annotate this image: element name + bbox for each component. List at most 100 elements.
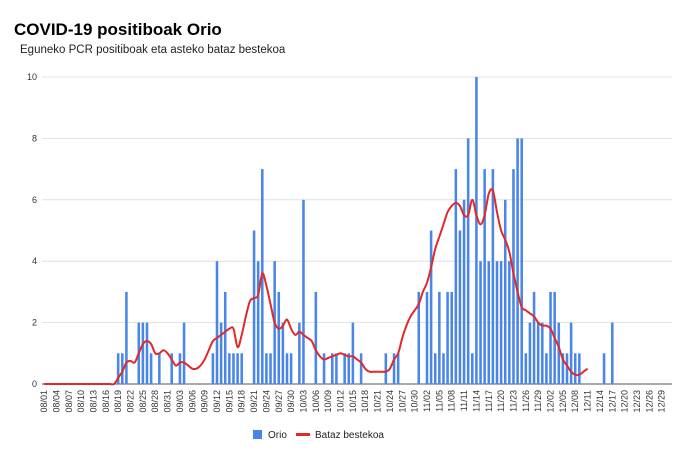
x-tick-label: 08/10 <box>76 390 86 413</box>
x-tick-label: 09/06 <box>187 390 197 413</box>
x-tick-label: 12/20 <box>620 390 630 413</box>
x-tick-label: 08/16 <box>101 390 111 413</box>
bar <box>565 353 569 384</box>
bar <box>569 322 573 384</box>
bar <box>532 291 536 384</box>
legend-label-bataz-bestekoa: Bataz bestekoa <box>315 430 384 441</box>
x-tick-label: 09/09 <box>200 390 210 413</box>
bar <box>125 291 128 384</box>
x-tick-label: 10/30 <box>410 390 420 413</box>
y-tick-label: 6 <box>32 195 37 205</box>
x-tick-label: 09/03 <box>175 390 185 413</box>
x-tick-label: 09/15 <box>224 390 234 413</box>
x-tick-label: 10/12 <box>336 390 346 413</box>
bar <box>121 353 124 384</box>
bar <box>578 353 581 384</box>
line-series <box>44 188 589 386</box>
bar <box>454 169 458 384</box>
bar <box>487 261 491 384</box>
x-tick-label: 10/27 <box>397 390 407 413</box>
x-tick-label: 12/29 <box>657 390 667 413</box>
x-tick-label: 08/22 <box>126 390 136 413</box>
x-tick-label: 12/05 <box>558 390 568 413</box>
x-tick-label: 08/13 <box>88 390 98 413</box>
bar <box>396 353 400 384</box>
y-tick-label: 10 <box>27 72 37 82</box>
bar <box>433 353 437 384</box>
bar <box>602 353 606 384</box>
bar <box>149 353 153 384</box>
bar <box>508 261 511 384</box>
bar <box>347 353 351 384</box>
bar <box>331 353 334 384</box>
x-tick-label: 12/26 <box>644 390 654 413</box>
x-tick-label: 11/26 <box>521 390 531 412</box>
y-tick-label: 4 <box>32 256 37 266</box>
bar <box>491 169 495 384</box>
bar <box>425 291 429 384</box>
x-tick-label: 11/05 <box>434 390 444 412</box>
bar <box>545 353 548 384</box>
x-tick-label: 11/23 <box>508 390 518 412</box>
y-tick-label: 2 <box>32 318 37 328</box>
bar <box>516 138 519 384</box>
bar <box>499 261 503 384</box>
legend-swatch-bataz-bestekoa <box>296 433 310 436</box>
x-tick-label: 12/23 <box>632 390 642 413</box>
bar <box>269 353 272 384</box>
y-tick-label: 0 <box>32 379 37 389</box>
x-tick-label: 08/31 <box>163 390 173 413</box>
x-tick-label: 08/25 <box>138 390 148 413</box>
bar <box>351 322 355 384</box>
x-tick-label: 11/14 <box>471 390 481 412</box>
x-tick-label: 09/18 <box>237 390 247 413</box>
bar <box>215 261 219 384</box>
bar <box>446 291 449 384</box>
bar <box>466 138 470 384</box>
bar <box>211 353 215 384</box>
bar <box>182 322 186 384</box>
x-tick-label: 10/15 <box>348 390 358 413</box>
x-tick-label: 12/14 <box>595 390 605 413</box>
x-tick-label: 11/29 <box>533 390 543 412</box>
bar <box>483 169 486 384</box>
x-tick-label: 11/02 <box>422 390 432 412</box>
bar <box>479 261 482 384</box>
bar <box>417 291 421 384</box>
x-tick-label: 10/06 <box>311 390 321 413</box>
bar <box>322 353 326 384</box>
x-tick-label: 10/24 <box>385 390 395 413</box>
bar <box>503 199 507 384</box>
bar <box>520 138 523 384</box>
bar <box>285 353 289 384</box>
bar <box>116 353 120 384</box>
bar <box>524 353 528 384</box>
x-tick-label: 11/20 <box>496 390 506 412</box>
bar <box>232 353 235 384</box>
chart-subtitle: Eguneko PCR positiboak eta asteko bataz … <box>20 44 286 56</box>
x-tick-label: 08/01 <box>39 390 49 413</box>
y-tick-label: 8 <box>32 133 37 143</box>
bar <box>236 353 239 384</box>
x-tick-label: 08/19 <box>113 390 123 413</box>
chart-title: COVID-19 positiboak Orio <box>14 20 222 39</box>
bar <box>392 353 396 384</box>
bar <box>170 353 173 384</box>
x-axis: 08/01 08/04 08/07 08/10 08/13 08/16 08/19 08/22… <box>39 390 667 413</box>
bar <box>528 322 532 384</box>
x-tick-label: 12/02 <box>546 390 556 413</box>
bar <box>228 353 231 384</box>
bar <box>536 322 540 384</box>
x-tick-label: 09/21 <box>249 390 259 413</box>
y-axis: 0 2 4 6 8 10 <box>27 72 37 389</box>
bar <box>611 322 614 384</box>
x-tick-label: 11/11 <box>459 390 469 411</box>
bar <box>158 353 161 384</box>
bar <box>178 353 182 384</box>
gridlines <box>42 76 672 385</box>
bar <box>429 230 433 384</box>
bar <box>265 353 268 384</box>
x-tick-label: 08/07 <box>64 390 74 413</box>
x-tick-label: 09/30 <box>286 390 296 413</box>
